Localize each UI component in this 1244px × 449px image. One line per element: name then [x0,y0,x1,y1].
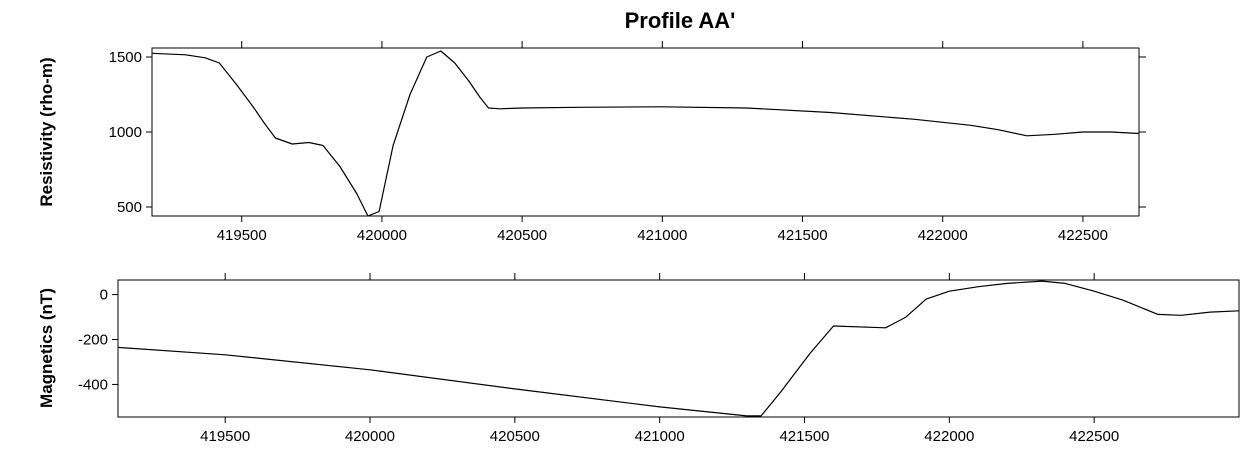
resistivity-x-tick-label: 422000 [918,227,968,244]
resistivity-panel: Resistivity (rho-m) 419500 420000 420500 42… [37,41,1146,244]
resistivity-y-tick-label: 500 [117,199,142,216]
resistivity-x-tick-label: 420500 [497,227,547,244]
resistivity-x-tick-label: 422500 [1058,227,1108,244]
magnetics-x-tick-label: 421000 [635,428,685,445]
magnetics-plot-frame [117,279,1240,418]
magnetics-line [117,280,1240,417]
chart-title: Profile AA' [625,8,736,33]
magnetics-x-tick-label: 421500 [779,428,829,445]
resistivity-x-tick-label: 420000 [357,227,407,244]
magnetics-y-tick-label: -200 [78,332,108,349]
magnetics-y-axis-label: Magnetics (nT) [37,288,56,408]
resistivity-x-tick-label: 421500 [777,227,827,244]
resistivity-line [151,50,1140,217]
magnetics-top-ticks [224,273,1095,280]
magnetics-y-tick-label: -400 [78,376,108,393]
resistivity-x-tick-label: 419500 [217,227,267,244]
magnetics-y-tick-label: 0 [100,287,108,304]
resistivity-y-ticks: 500 1000 1500 [109,49,1146,216]
magnetics-x-ticks: 419500 420000 420500 421000 421500 422000 4225… [200,417,1119,445]
resistivity-plot-frame [151,47,1140,217]
magnetics-x-tick-label: 422500 [1069,428,1119,445]
magnetics-y-ticks: -400 -200 0 [78,287,118,393]
resistivity-top-ticks [241,41,1084,48]
magnetics-x-tick-label: 422000 [924,428,974,445]
resistivity-y-axis-label: Resistivity (rho-m) [37,57,56,206]
magnetics-x-tick-label: 420500 [490,428,540,445]
resistivity-x-ticks: 419500 420000 420500 421000 421500 422000 4225… [217,216,1108,244]
magnetics-x-tick-label: 420000 [345,428,395,445]
resistivity-x-tick-label: 421000 [637,227,687,244]
magnetics-x-tick-label: 419500 [200,428,250,445]
resistivity-y-tick-label: 1500 [109,49,142,66]
magnetics-panel: Magnetics (nT) 419500 420000 420500 421000 4… [37,273,1240,445]
resistivity-y-tick-label: 1000 [109,124,142,141]
